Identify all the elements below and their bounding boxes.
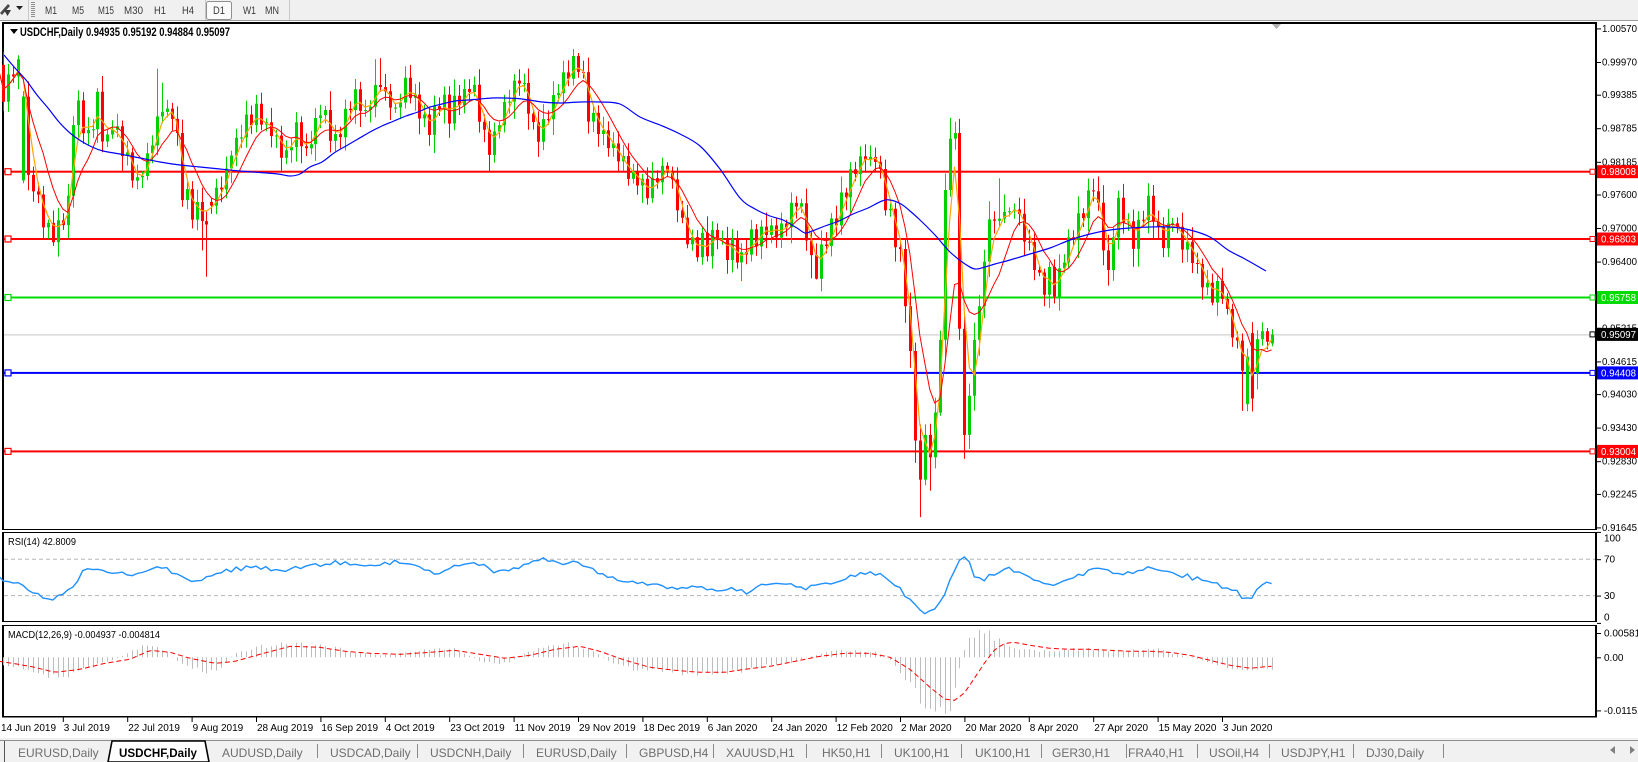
svg-text:0.98185: 0.98185 (1602, 157, 1637, 168)
svg-text:USDCAD,Daily: USDCAD,Daily (330, 746, 411, 760)
svg-text:6 Jan 2020: 6 Jan 2020 (708, 723, 758, 734)
svg-text:0.98785: 0.98785 (1602, 124, 1637, 135)
svg-text:0.95097: 0.95097 (1601, 330, 1636, 341)
svg-text:0.99970: 0.99970 (1602, 58, 1637, 69)
svg-text:M15: M15 (98, 5, 114, 17)
svg-text:70: 70 (1604, 555, 1616, 566)
svg-text:UK100,H1: UK100,H1 (894, 746, 950, 760)
svg-text:15 May 2020: 15 May 2020 (1159, 723, 1217, 734)
svg-text:RSI(14) 42.8009: RSI(14) 42.8009 (8, 537, 76, 548)
svg-text:22 Jul 2019: 22 Jul 2019 (128, 723, 180, 734)
svg-text:MACD(12,26,9) -0.004937 -0.004: MACD(12,26,9) -0.004937 -0.004814 (8, 630, 160, 641)
svg-text:M5: M5 (72, 5, 84, 17)
svg-text:0: 0 (1604, 613, 1610, 624)
svg-text:3 Jun 2020: 3 Jun 2020 (1223, 723, 1273, 734)
svg-text:USDCHF,Daily: USDCHF,Daily (119, 746, 197, 760)
svg-text:EURUSD,Daily: EURUSD,Daily (536, 746, 617, 760)
svg-text:XAUUSD,H1: XAUUSD,H1 (726, 746, 795, 760)
svg-text:0.94408: 0.94408 (1601, 368, 1636, 379)
svg-text:3 Jul 2019: 3 Jul 2019 (64, 723, 111, 734)
svg-text:MN: MN (265, 5, 279, 17)
svg-text:0.93430: 0.93430 (1602, 423, 1637, 434)
svg-text:2 Mar 2020: 2 Mar 2020 (901, 723, 952, 734)
svg-text:GBPUSD,H4: GBPUSD,H4 (639, 746, 709, 760)
svg-text:USDCHF,Daily 0.94935 0.95192: USDCHF,Daily 0.94935 0.95192 0.94884 0.9… (20, 27, 230, 39)
svg-text:29 Nov 2019: 29 Nov 2019 (579, 723, 636, 734)
svg-text:28 Aug 2019: 28 Aug 2019 (257, 723, 314, 734)
svg-text:EURUSD,Daily: EURUSD,Daily (18, 746, 99, 760)
svg-text:0.00: 0.00 (1604, 653, 1624, 664)
svg-text:1.00570: 1.00570 (1602, 24, 1637, 35)
svg-text:0.96400: 0.96400 (1602, 257, 1637, 268)
svg-text:AUDUSD,Daily: AUDUSD,Daily (222, 746, 303, 760)
svg-text:16 Sep 2019: 16 Sep 2019 (321, 723, 378, 734)
svg-text:11 Nov 2019: 11 Nov 2019 (515, 723, 571, 734)
svg-text:M1: M1 (45, 5, 57, 17)
svg-text:H4: H4 (182, 5, 194, 17)
svg-text:W1: W1 (243, 5, 256, 17)
svg-text:0.98008: 0.98008 (1601, 167, 1636, 178)
svg-text:100: 100 (1604, 534, 1621, 545)
svg-text:0.97600: 0.97600 (1602, 190, 1637, 201)
svg-text:27 Apr 2020: 27 Apr 2020 (1094, 723, 1148, 734)
svg-text:0.91645: 0.91645 (1602, 523, 1637, 534)
svg-text:18 Dec 2019: 18 Dec 2019 (643, 723, 700, 734)
svg-text:0.92830: 0.92830 (1602, 457, 1637, 468)
svg-text:D1: D1 (213, 5, 225, 17)
svg-text:0.94615: 0.94615 (1602, 357, 1637, 368)
svg-text:FRA40,H1: FRA40,H1 (1128, 746, 1184, 760)
svg-text:12 Feb 2020: 12 Feb 2020 (837, 723, 894, 734)
svg-text:DJ30,Daily: DJ30,Daily (1366, 746, 1424, 760)
svg-text:24 Jan 2020: 24 Jan 2020 (772, 723, 827, 734)
svg-text:M30: M30 (124, 5, 143, 17)
svg-text:0.97000: 0.97000 (1602, 224, 1637, 235)
svg-text:30: 30 (1604, 591, 1616, 602)
svg-text:14 Jun 2019: 14 Jun 2019 (1, 723, 56, 734)
svg-text:USDJPY,H1: USDJPY,H1 (1281, 746, 1346, 760)
svg-text:4 Oct 2019: 4 Oct 2019 (386, 723, 435, 734)
svg-text:0.94030: 0.94030 (1602, 390, 1637, 401)
svg-text:HK50,H1: HK50,H1 (822, 746, 871, 760)
svg-text:USOil,H4: USOil,H4 (1209, 746, 1259, 760)
svg-text:UK100,H1: UK100,H1 (975, 746, 1031, 760)
svg-text:GER30,H1: GER30,H1 (1052, 746, 1110, 760)
svg-text:20 Mar 2020: 20 Mar 2020 (965, 723, 1022, 734)
svg-text:23 Oct 2019: 23 Oct 2019 (450, 723, 505, 734)
svg-text:9 Aug 2019: 9 Aug 2019 (193, 723, 244, 734)
svg-text:0.93004: 0.93004 (1601, 447, 1636, 458)
svg-text:0.96803: 0.96803 (1601, 235, 1636, 246)
svg-text:H1: H1 (154, 5, 166, 17)
svg-text:0.005818: 0.005818 (1604, 629, 1638, 640)
svg-text:8 Apr 2020: 8 Apr 2020 (1030, 723, 1079, 734)
svg-text:0.99385: 0.99385 (1602, 90, 1637, 101)
svg-text:0.95758: 0.95758 (1601, 293, 1636, 304)
svg-text:USDCNH,Daily: USDCNH,Daily (430, 746, 511, 760)
svg-text:0.92245: 0.92245 (1602, 489, 1637, 500)
